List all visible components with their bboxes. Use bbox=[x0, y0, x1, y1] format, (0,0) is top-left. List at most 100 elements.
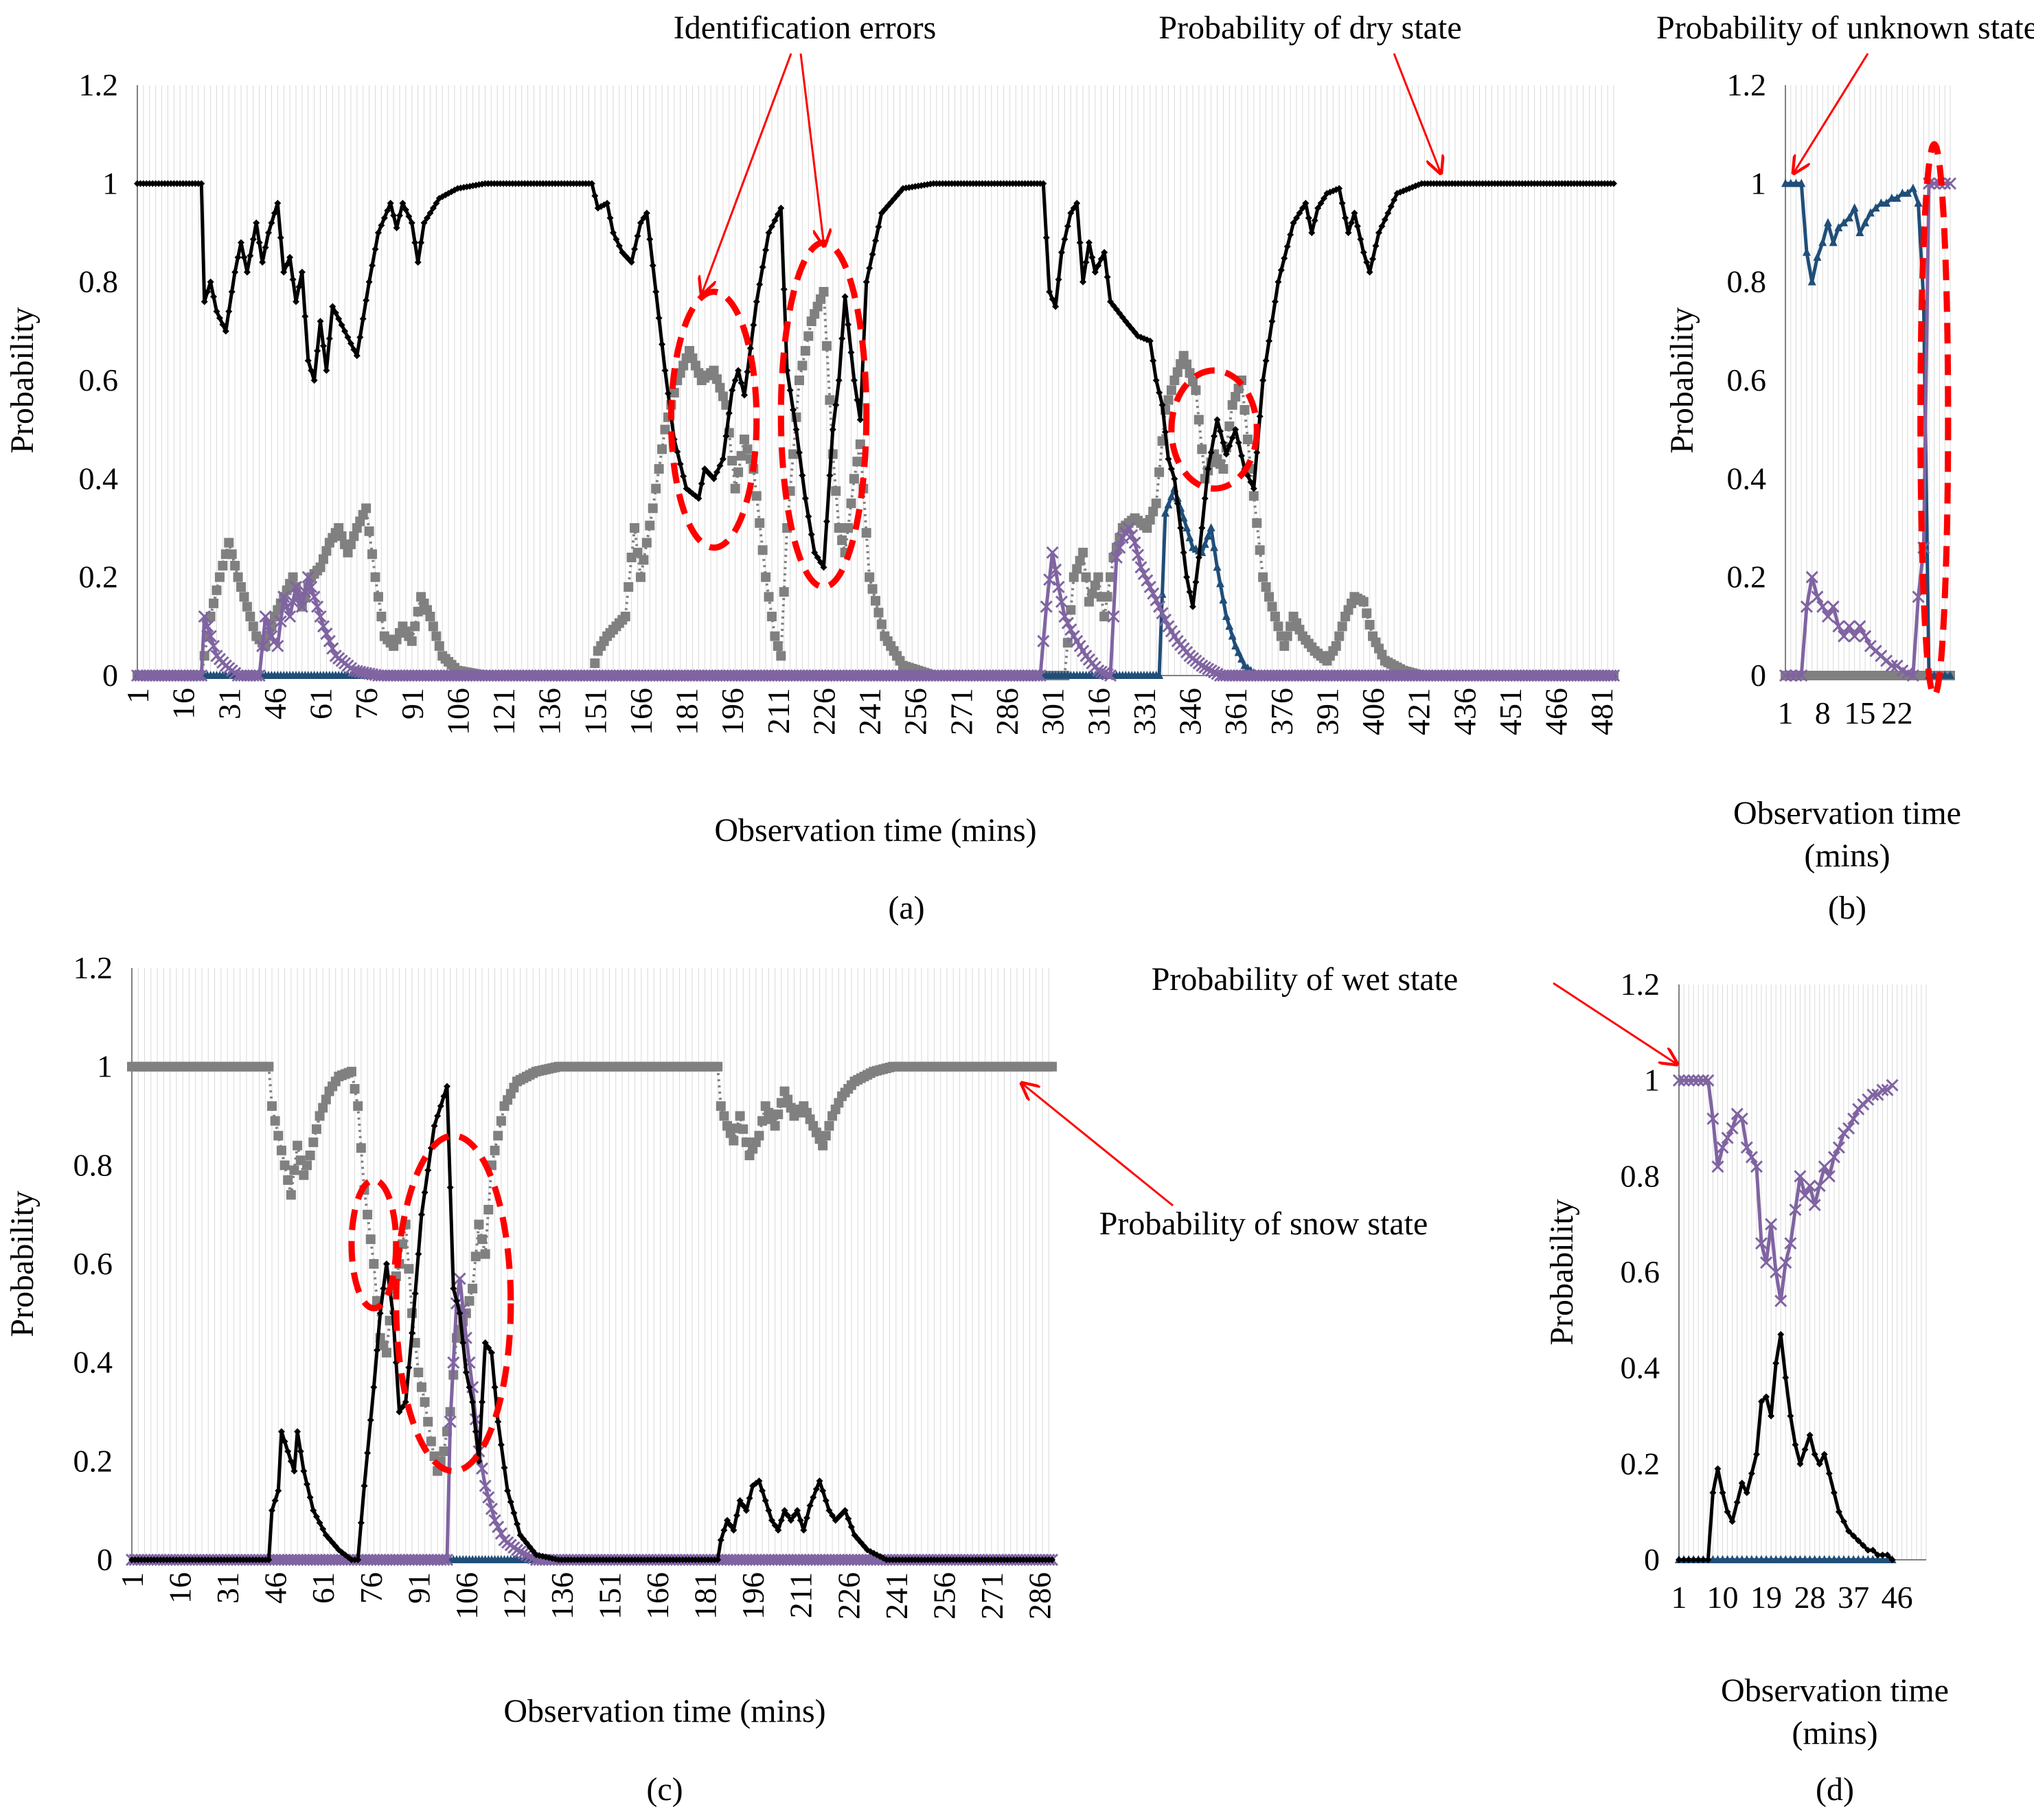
point-dry bbox=[1314, 205, 1322, 212]
point-dry bbox=[826, 472, 834, 479]
point-wet bbox=[1031, 669, 1044, 682]
point-snow bbox=[1255, 545, 1265, 555]
point-snow bbox=[496, 1116, 506, 1126]
point-dry bbox=[1806, 1431, 1814, 1439]
point-dry bbox=[1768, 1412, 1775, 1420]
point-wet bbox=[1821, 610, 1835, 623]
point-dry bbox=[724, 1517, 731, 1524]
point-wet bbox=[1750, 1160, 1763, 1173]
point-dry bbox=[631, 245, 639, 253]
point-dry bbox=[374, 229, 382, 236]
point-snow bbox=[1099, 612, 1110, 621]
point-dry bbox=[1088, 253, 1096, 261]
point-snow bbox=[871, 596, 880, 606]
point-snow bbox=[818, 1140, 828, 1151]
point-dry bbox=[240, 253, 248, 261]
point-dry bbox=[286, 253, 294, 261]
point-dry bbox=[426, 209, 434, 217]
point-dry bbox=[453, 1297, 460, 1304]
point-dry bbox=[746, 345, 754, 352]
point-dry bbox=[725, 409, 733, 417]
point-snow bbox=[824, 1120, 834, 1131]
point-wet bbox=[1706, 1112, 1719, 1125]
panel-b: 00.20.40.60.811.21 8 15 22 Probability Obse… bbox=[1664, 67, 1961, 926]
point-snow bbox=[739, 435, 749, 444]
point-wet bbox=[1128, 536, 1141, 549]
point-snow bbox=[1145, 515, 1155, 525]
point-snow bbox=[761, 572, 771, 582]
point-wet bbox=[1726, 1122, 1739, 1135]
point-dry bbox=[380, 1285, 387, 1292]
point-dry bbox=[1222, 450, 1230, 458]
point-dry bbox=[634, 232, 641, 240]
point-dry bbox=[1384, 209, 1392, 217]
y-tick-label: 0.4 bbox=[1621, 1350, 1660, 1385]
arrow-snow-state bbox=[1022, 1083, 1174, 1207]
point-dry bbox=[1049, 295, 1056, 303]
point-dry bbox=[444, 1083, 451, 1090]
point-unknown bbox=[1213, 562, 1222, 571]
point-dry bbox=[207, 278, 214, 286]
point-wet bbox=[1832, 620, 1845, 633]
point-wet bbox=[207, 639, 220, 653]
point-snow bbox=[490, 1145, 500, 1155]
point-dry bbox=[1816, 1460, 1823, 1468]
x-tick-label: 271 bbox=[944, 688, 979, 735]
point-dry bbox=[835, 377, 843, 384]
point-dry bbox=[450, 1285, 457, 1292]
point-dry bbox=[1366, 268, 1373, 276]
point-snow bbox=[239, 592, 249, 602]
point-dry bbox=[862, 278, 870, 286]
point-wet bbox=[1811, 590, 1824, 603]
point-snow bbox=[212, 585, 222, 595]
point-snow bbox=[590, 658, 600, 669]
point-dry bbox=[243, 268, 251, 276]
point-dry bbox=[402, 206, 409, 214]
point-dry bbox=[1162, 428, 1169, 436]
point-dry bbox=[374, 1346, 381, 1354]
point-dry bbox=[440, 1092, 448, 1100]
point-dry bbox=[1253, 449, 1261, 457]
point-dry bbox=[1079, 278, 1087, 286]
point-dry bbox=[869, 251, 876, 258]
point-dry bbox=[1189, 603, 1196, 610]
point-snow bbox=[1182, 359, 1192, 369]
point-dry bbox=[1820, 1451, 1828, 1458]
point-dry bbox=[329, 303, 336, 310]
point-snow bbox=[423, 1416, 433, 1427]
point-dry bbox=[845, 1515, 852, 1523]
point-wet bbox=[1049, 563, 1062, 576]
point-unknown bbox=[1200, 539, 1209, 548]
point-wet bbox=[1853, 620, 1866, 633]
panel-label-d: (d) bbox=[1816, 1771, 1854, 1808]
point-unknown bbox=[1834, 222, 1843, 231]
point-dry bbox=[1884, 1552, 1891, 1559]
point-snow bbox=[730, 483, 740, 494]
point-snow bbox=[722, 1120, 733, 1131]
point-unknown bbox=[1861, 218, 1870, 227]
point-snow bbox=[1364, 619, 1375, 630]
point-snow bbox=[363, 1210, 373, 1220]
point-dry bbox=[759, 264, 766, 271]
point-snow bbox=[648, 503, 658, 514]
point-wet bbox=[1755, 1237, 1768, 1250]
x-tick-label: 10 bbox=[1707, 1580, 1739, 1615]
point-dry bbox=[1704, 1556, 1712, 1563]
point-dry bbox=[1104, 273, 1111, 281]
annotation-snow-state: Probability of snow state bbox=[1099, 1206, 1428, 1242]
point-snow bbox=[849, 474, 859, 484]
point-snow bbox=[687, 353, 698, 363]
point-unknown bbox=[1844, 213, 1853, 222]
point-dry bbox=[720, 1526, 728, 1534]
point-snow bbox=[812, 301, 823, 312]
point-dry bbox=[1112, 306, 1120, 313]
plot-area-d: 0 0.2 0.4 0.6 0.8 1 1.2 1 10 19 28 37 46 bbox=[1621, 967, 1927, 1615]
point-snow bbox=[1279, 641, 1290, 651]
point-unknown bbox=[1807, 277, 1816, 286]
point-dry bbox=[795, 449, 803, 457]
point-dry bbox=[695, 495, 702, 502]
point-snow bbox=[729, 1136, 739, 1146]
y-tick-label: 0.6 bbox=[1621, 1254, 1660, 1289]
point-dry bbox=[1695, 1556, 1702, 1563]
point-dry bbox=[353, 352, 361, 360]
